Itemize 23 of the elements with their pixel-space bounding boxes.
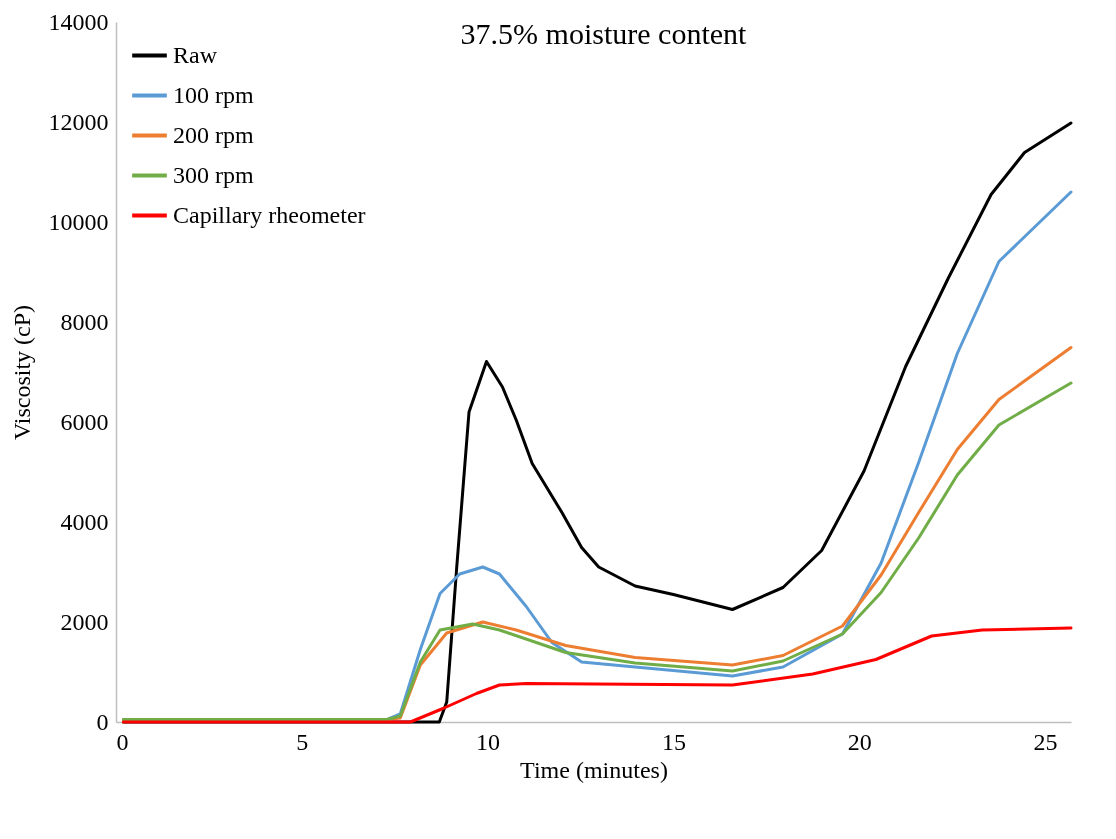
- y-tick-label: 4000: [60, 508, 109, 535]
- x-tick-label: 25: [1033, 728, 1058, 755]
- y-tick-label: 14000: [48, 8, 109, 35]
- x-tick-label: 10: [476, 728, 501, 755]
- y-tick-label: 10000: [48, 208, 109, 235]
- y-tick-label: 12000: [48, 108, 109, 135]
- x-axis-title: Time (minutes): [520, 756, 668, 783]
- line-series: [121, 626, 1073, 724]
- legend-label: 300 rpm: [173, 161, 254, 188]
- legend-label: Raw: [173, 41, 218, 68]
- y-tick-label: 8000: [60, 308, 109, 335]
- x-tick-label: 20: [847, 728, 872, 755]
- x-tick-label: 5: [296, 728, 309, 755]
- legend-label: 100 rpm: [173, 81, 254, 108]
- chart-title: 37.5% moisture content: [460, 17, 748, 50]
- y-axis-title: Viscosity (cP): [8, 304, 35, 441]
- y-tick-label: 2000: [60, 608, 109, 635]
- legend-label: 200 rpm: [173, 121, 254, 148]
- x-tick-label: 0: [116, 728, 129, 755]
- y-tick-label: 6000: [60, 408, 109, 435]
- legend-label: Capillary rheometer: [173, 201, 366, 228]
- x-tick-label: 15: [661, 728, 686, 755]
- y-tick-label: 0: [96, 708, 109, 735]
